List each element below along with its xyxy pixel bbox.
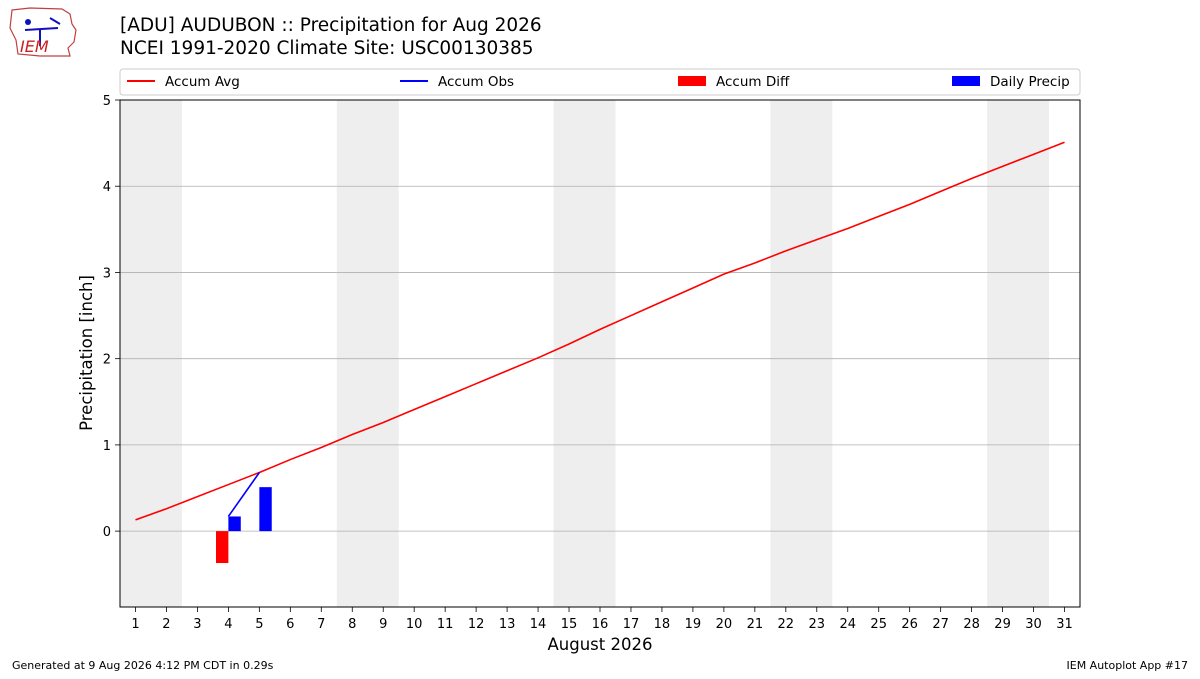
x-tick-label: 3 — [193, 617, 201, 632]
x-tick-label: 4 — [224, 617, 232, 632]
x-tick-label: 17 — [623, 617, 640, 632]
x-tick-label: 20 — [716, 617, 733, 632]
footer-app: IEM Autoplot App #17 — [1067, 659, 1189, 672]
daily-precip-bar — [259, 487, 272, 532]
weekend-shade — [987, 100, 1050, 607]
legend-label: Accum Diff — [716, 74, 790, 90]
y-tick-label: 1 — [103, 439, 111, 454]
legend-label: Accum Obs — [438, 74, 514, 90]
weekend-shade — [553, 100, 616, 607]
x-tick-label: 11 — [437, 617, 454, 632]
x-tick-label: 8 — [348, 617, 356, 632]
legend-bar-swatch — [952, 76, 980, 86]
y-tick-label: 3 — [103, 266, 111, 281]
y-axis-label: Precipitation [inch] — [77, 275, 96, 431]
x-tick-label: 29 — [994, 617, 1011, 632]
plot-area: 1 2 3 4 5 6 7 8 9 10 11 12 13 14 15 16 17 18 19 20 21 22 23 24 2… — [103, 94, 1081, 632]
accum-avg-line — [135, 141, 1065, 521]
x-tick-label: 18 — [654, 617, 671, 632]
x-tick-label: 22 — [778, 617, 795, 632]
x-tick-label: 23 — [809, 617, 826, 632]
legend-frame — [119, 68, 1081, 96]
x-tick-label: 31 — [1056, 617, 1073, 632]
x-tick-label: 9 — [379, 617, 387, 632]
iem-logo: IEM — [9, 7, 77, 57]
y-tick-label: 5 — [103, 94, 111, 109]
legend: Accum Avg Accum Obs Accum Diff Daily Precip — [119, 68, 1081, 96]
x-axis-label: August 2026 — [548, 635, 653, 654]
x-tick-label: 28 — [963, 617, 980, 632]
weekend-shade — [336, 100, 399, 607]
y-tick-label: 2 — [103, 353, 111, 368]
x-tick-label: 14 — [530, 617, 547, 632]
daily-precip-bar — [228, 516, 241, 532]
footer-generated: Generated at 9 Aug 2026 4:12 PM CDT in 0… — [12, 659, 274, 672]
chart-subtitle: NCEI 1991-2020 Climate Site: USC00130385 — [120, 38, 534, 59]
legend-label: Daily Precip — [990, 74, 1070, 90]
x-tick-label: 5 — [255, 617, 263, 632]
x-tick-label: 15 — [561, 617, 578, 632]
legend-bar-swatch — [678, 76, 706, 86]
x-tick-label: 6 — [286, 617, 294, 632]
x-tick-label: 30 — [1025, 617, 1042, 632]
chart-title: [ADU] AUDUBON :: Precipitation for Aug 2… — [120, 15, 542, 36]
legend-label: Accum Avg — [165, 74, 240, 90]
x-tick-label: 26 — [901, 617, 918, 632]
x-tick-label: 13 — [499, 617, 516, 632]
x-tick-label: 16 — [592, 617, 609, 632]
accum-obs-line — [227, 472, 261, 517]
x-tick-label: 12 — [468, 617, 485, 632]
weekend-shade — [120, 100, 182, 607]
x-tick-label: 10 — [406, 617, 423, 632]
y-tick-label: 4 — [103, 180, 111, 195]
y-tick-label: 0 — [103, 525, 111, 540]
x-tick-label: 27 — [932, 617, 949, 632]
accum-diff-bar — [216, 531, 229, 564]
x-tick-label: 2 — [162, 617, 170, 632]
x-tick-label: 1 — [131, 617, 139, 632]
x-tick-label: 24 — [839, 617, 856, 632]
weekend-shade — [770, 100, 833, 607]
x-tick-label: 25 — [870, 617, 887, 632]
x-tick-label: 7 — [317, 617, 325, 632]
x-tick-label: 21 — [747, 617, 764, 632]
x-tick-label: 19 — [685, 617, 702, 632]
logo-text: IEM — [20, 37, 49, 56]
